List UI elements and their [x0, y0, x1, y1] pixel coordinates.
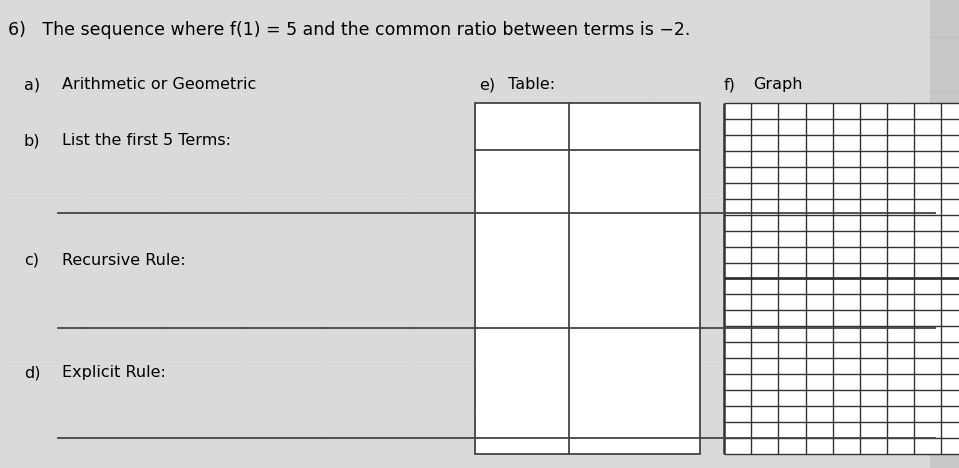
Text: Explicit Rule:: Explicit Rule: — [62, 365, 166, 380]
Text: c): c) — [24, 253, 39, 268]
Bar — [724, 103, 959, 454]
Text: Graph: Graph — [753, 77, 803, 92]
Text: f): f) — [724, 77, 736, 92]
Text: Recursive Rule:: Recursive Rule: — [62, 253, 186, 268]
Text: 6)   The sequence where f(1) = 5 and the common ratio between terms is −2.: 6) The sequence where f(1) = 5 and the c… — [8, 21, 690, 39]
Text: e): e) — [480, 77, 496, 92]
Text: a): a) — [24, 77, 40, 92]
Text: Arithmetic or Geometric: Arithmetic or Geometric — [62, 77, 257, 92]
Text: b): b) — [24, 133, 40, 148]
Text: List the first 5 Terms:: List the first 5 Terms: — [62, 133, 231, 148]
Text: d): d) — [24, 365, 40, 380]
Bar — [475, 103, 700, 454]
Text: Table:: Table: — [508, 77, 555, 92]
